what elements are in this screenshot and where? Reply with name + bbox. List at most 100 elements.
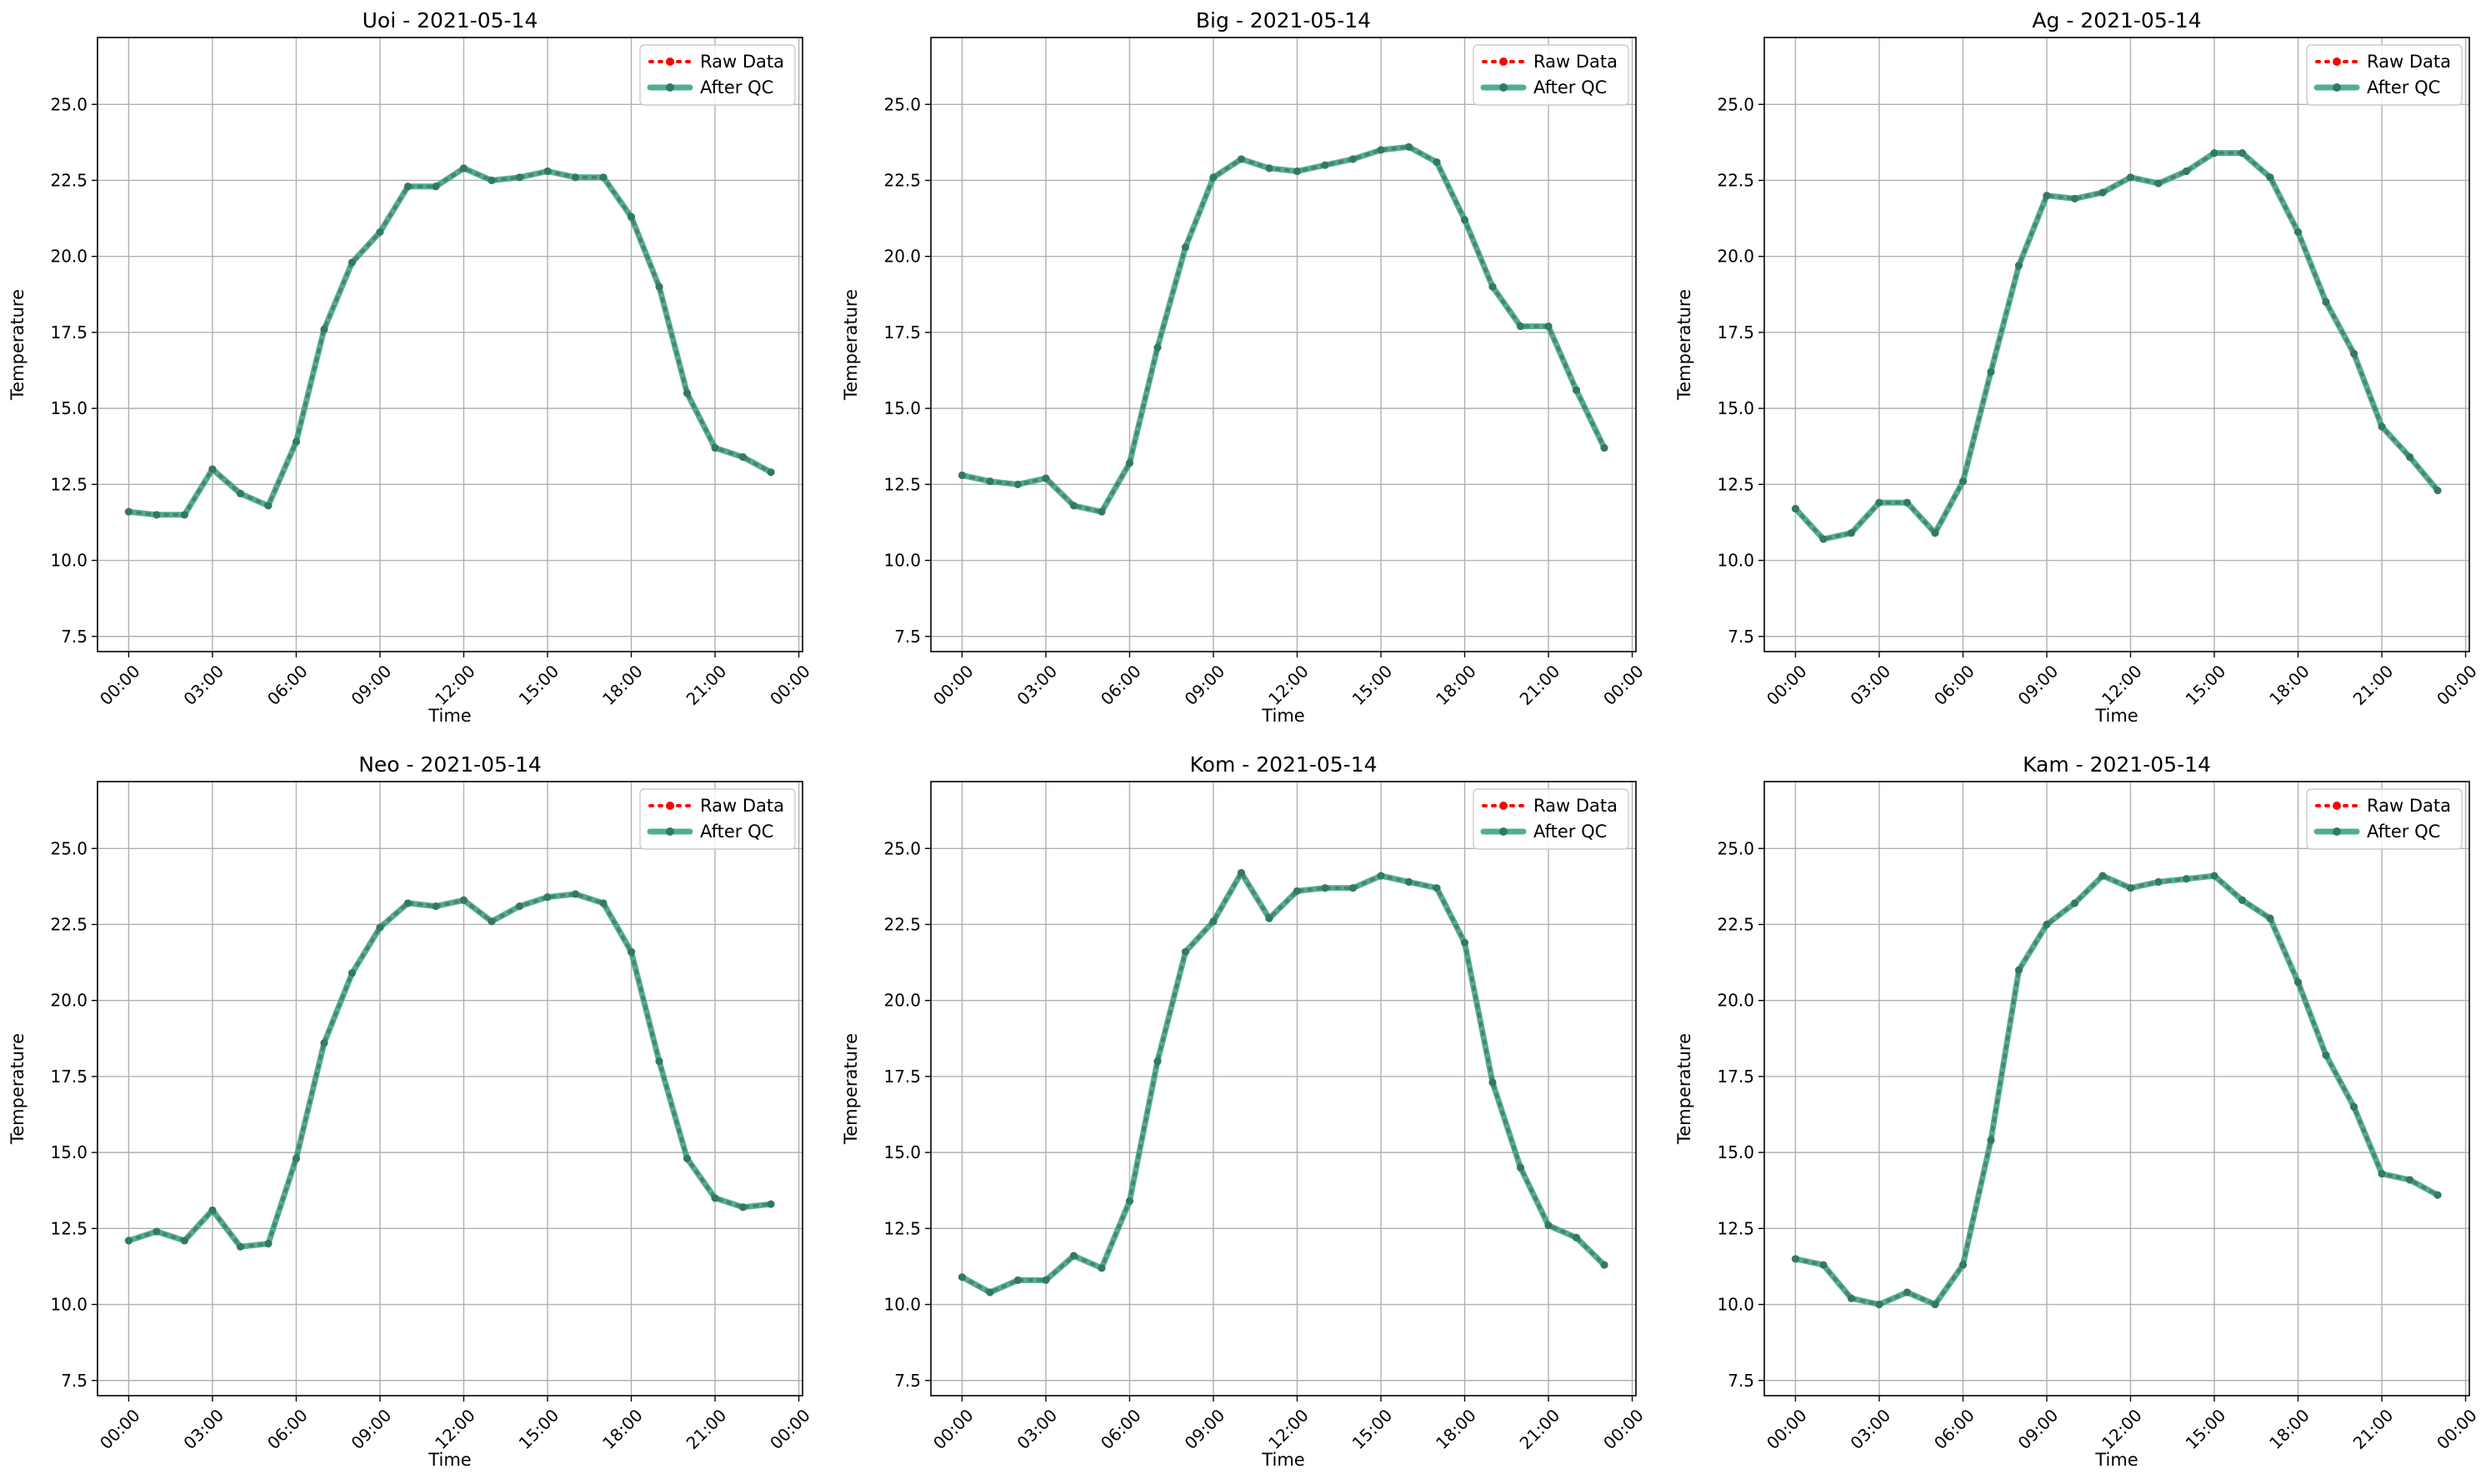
x-tick-label: 12:00 xyxy=(431,661,479,709)
x-tick-label: 06:00 xyxy=(1930,1405,1978,1453)
x-tick-label: 21:00 xyxy=(2349,1405,2398,1453)
subplot-title: Uoi - 2021-05-14 xyxy=(363,8,538,32)
y-tick-label: 7.5 xyxy=(1728,1371,1754,1391)
y-axis-label: Temperature xyxy=(8,289,28,401)
x-axis-label: Time xyxy=(2094,1450,2138,1470)
data-point-after-qc xyxy=(2294,228,2303,237)
data-point-after-qc xyxy=(180,1237,188,1245)
data-point-after-qc xyxy=(403,182,412,191)
x-tick-label: 12:00 xyxy=(2098,661,2146,709)
legend: Raw Data After QC xyxy=(2306,788,2463,850)
y-tick-label: 12.5 xyxy=(1717,1218,1754,1238)
data-point-after-qc xyxy=(2043,920,2051,928)
x-axis-label: Time xyxy=(2094,706,2138,726)
data-point-after-qc xyxy=(1791,505,1799,513)
series-after-qc xyxy=(124,164,775,519)
data-point-after-qc xyxy=(208,1206,217,1214)
x-axis-label: Time xyxy=(1261,706,1304,726)
data-point-after-qc xyxy=(628,947,636,956)
y-tick-label: 22.5 xyxy=(50,914,88,934)
data-point-after-qc xyxy=(1488,1078,1497,1087)
series-after-qc xyxy=(1791,149,2442,543)
data-point-after-qc xyxy=(515,173,523,182)
x-tick-label: 09:00 xyxy=(2014,661,2063,709)
series-raw-data xyxy=(958,868,1608,1297)
x-axis-label: Time xyxy=(1261,1450,1304,1470)
legend-marker-after-qc xyxy=(2333,827,2341,836)
subplot-2: 00:00 03:00 06:00 09:00 12:00 15:00 18:00 21:00… xyxy=(841,8,1648,726)
grid xyxy=(1764,782,2469,1396)
data-point-after-qc xyxy=(1847,529,1855,537)
series-after-qc xyxy=(124,890,775,1251)
data-point-after-qc xyxy=(1042,474,1050,482)
data-point-after-qc xyxy=(711,444,719,452)
data-point-after-qc xyxy=(1461,216,1469,224)
y-tick-label: 10.0 xyxy=(50,551,88,571)
data-point-after-qc xyxy=(1209,173,1218,182)
y-tick-label: 20.0 xyxy=(883,247,921,267)
axes-frame xyxy=(97,781,803,1397)
series-line-after-qc xyxy=(125,891,774,1250)
data-point-after-qc xyxy=(292,1154,300,1162)
data-point-after-qc xyxy=(2350,349,2358,357)
y-tick-label: 12.5 xyxy=(883,1218,921,1238)
data-point-after-qc xyxy=(2378,422,2386,431)
x-tick-label: 03:00 xyxy=(1013,1405,1061,1453)
x-tick-label: 18:00 xyxy=(2265,1405,2313,1453)
y-tick-label: 25.0 xyxy=(883,94,921,114)
data-point-after-qc xyxy=(767,468,775,477)
y-tick-label: 10.0 xyxy=(50,1295,88,1315)
data-point-after-qc xyxy=(1042,1276,1050,1284)
y-tick-label: 12.5 xyxy=(50,1218,88,1238)
legend-label-raw-data: Raw Data xyxy=(700,796,784,816)
x-tick-label: 18:00 xyxy=(1432,1405,1480,1453)
y-tick-label: 17.5 xyxy=(883,1067,921,1087)
data-point-after-qc xyxy=(1433,158,1441,167)
x-tick-label: 15:00 xyxy=(515,1405,563,1453)
data-point-after-qc xyxy=(1237,155,1245,163)
x-tick-label: 18:00 xyxy=(2265,661,2313,709)
legend-marker-after-qc xyxy=(1499,83,1508,92)
x-tick-label: 00:00 xyxy=(96,1405,144,1453)
data-point-after-qc xyxy=(628,212,636,221)
legend-marker-raw-data xyxy=(2333,802,2341,810)
data-point-after-qc xyxy=(2266,173,2274,182)
y-axis-label: Temperature xyxy=(1674,289,1694,401)
legend-marker-raw-data xyxy=(2333,57,2341,66)
axes-frame xyxy=(930,781,1637,1397)
data-point-after-qc xyxy=(1125,459,1133,467)
x-tick-label: 09:00 xyxy=(2014,1405,2063,1453)
y-tick-label: 25.0 xyxy=(1717,94,1754,114)
data-point-after-qc xyxy=(1819,535,1828,543)
y-tick-label: 17.5 xyxy=(1717,1067,1754,1087)
axes-frame xyxy=(930,37,1637,652)
data-point-after-qc xyxy=(1544,322,1553,331)
data-point-after-qc xyxy=(2433,487,2442,495)
data-point-after-qc xyxy=(320,325,328,333)
y-axis-label: Temperature xyxy=(841,289,861,401)
x-tick-label: 12:00 xyxy=(1264,661,1313,709)
grid xyxy=(98,37,803,652)
legend-marker-after-qc xyxy=(666,83,674,92)
data-point-after-qc xyxy=(655,1057,663,1066)
y-tick-label: 20.0 xyxy=(50,991,88,1011)
legend-marker-after-qc xyxy=(666,827,674,836)
data-point-after-qc xyxy=(320,1039,328,1047)
data-point-after-qc xyxy=(208,465,217,473)
data-point-after-qc xyxy=(1875,1301,1883,1309)
x-tick-label: 21:00 xyxy=(1516,661,1564,709)
data-point-after-qc xyxy=(1488,282,1497,291)
y-tick-label: 25.0 xyxy=(1717,838,1754,858)
data-point-after-qc xyxy=(599,899,608,907)
legend-marker-raw-data xyxy=(1499,802,1508,810)
data-point-after-qc xyxy=(1348,155,1357,163)
x-tick-label: 00:00 xyxy=(766,661,814,709)
data-point-after-qc xyxy=(1265,164,1273,172)
x-tick-label: 00:00 xyxy=(766,1405,814,1453)
subplot-title: Kam - 2021-05-14 xyxy=(2023,752,2211,777)
x-axis-label: Time xyxy=(428,706,471,726)
y-tick-label: 25.0 xyxy=(50,838,88,858)
x-tick-label: 21:00 xyxy=(2349,661,2398,709)
x-axis-label: Time xyxy=(428,1450,471,1470)
legend: Raw Data After QC xyxy=(2306,44,2463,106)
